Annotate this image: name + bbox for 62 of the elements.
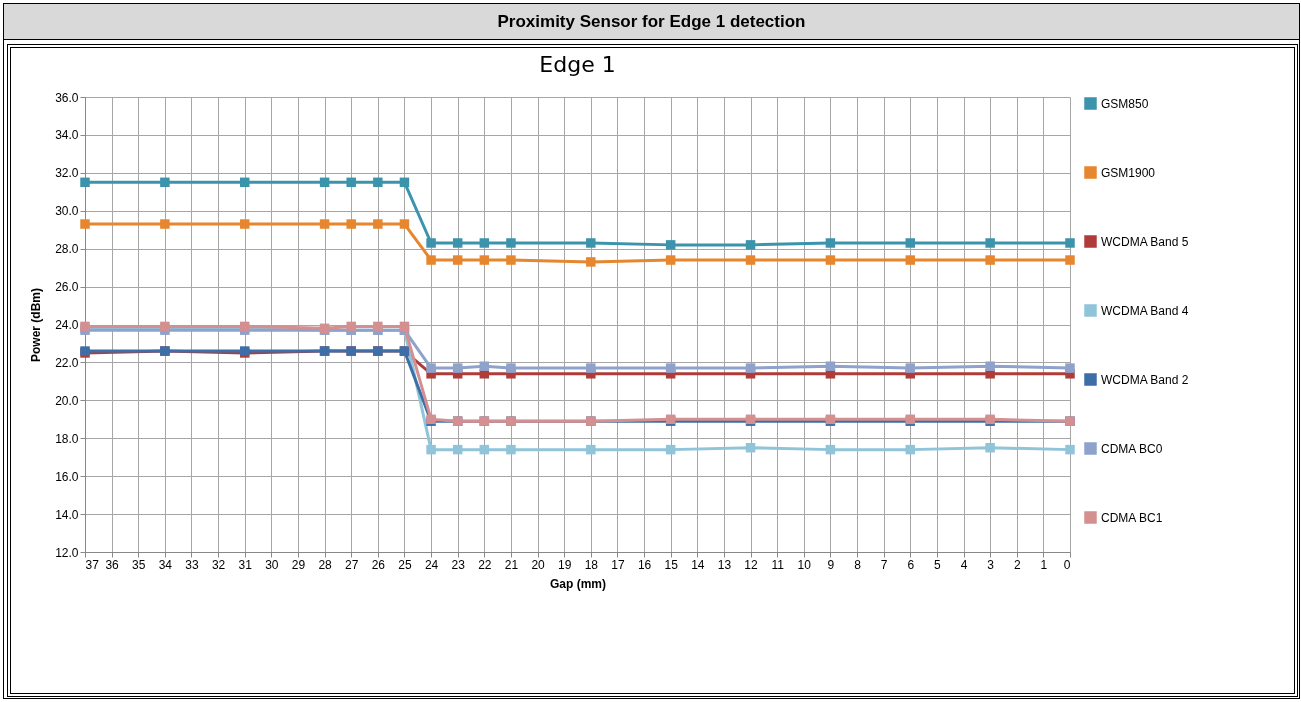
x-tick-label: 33 [185, 557, 199, 572]
legend-label: CDMA BC1 [1101, 510, 1163, 525]
y-tick-label: 14.0 [55, 507, 79, 522]
x-tick-label: 9 [827, 557, 835, 572]
y-tick-label: 12.0 [55, 545, 79, 560]
legend-label: CDMA BC0 [1101, 441, 1163, 456]
y-tick-label: 30.0 [55, 204, 79, 219]
y-tick-label: 28.0 [55, 242, 79, 257]
x-tick-label: 27 [345, 557, 359, 572]
y-axis-title: Power (dBm) [29, 287, 44, 363]
legend-label: WCDMA Band 2 [1101, 372, 1189, 387]
x-tick-label: 31 [238, 557, 253, 572]
y-tick-label: 18.0 [55, 431, 79, 446]
y-tick-label: 36.0 [55, 90, 79, 105]
x-tick-label: 8 [854, 557, 862, 572]
x-tick-label: 26 [371, 557, 386, 572]
x-tick-label: 28 [318, 557, 333, 572]
x-tick-label: 20 [531, 557, 546, 572]
y-tick-label: 34.0 [55, 128, 79, 143]
x-tick-label: 36 [105, 557, 120, 572]
x-tick-label: 21 [504, 557, 519, 572]
legend-label: WCDMA Band 5 [1101, 234, 1189, 249]
y-tick-label: 20.0 [55, 393, 79, 408]
y-tick-label: 16.0 [55, 469, 79, 484]
x-tick-label: 14 [691, 557, 705, 572]
x-tick-label: 19 [558, 557, 572, 572]
x-tick-label: 1 [1040, 557, 1048, 572]
legend-label: WCDMA Band 4 [1101, 303, 1189, 318]
x-tick-label: 3 [987, 557, 995, 572]
x-tick-label: 7 [880, 557, 888, 572]
x-tick-label: 29 [291, 557, 306, 572]
y-tick-label: 24.0 [55, 318, 79, 332]
x-tick-label: 2 [1013, 557, 1021, 572]
x-tick-label: 18 [584, 557, 599, 572]
x-tick-label: 10 [797, 557, 812, 572]
x-tick-label: 34 [158, 557, 173, 572]
chart-title: Proximity Sensor for Edge 1 detection [4, 4, 1299, 40]
x-tick-label: 0 [1063, 557, 1071, 572]
x-tick-label: 5 [934, 557, 942, 572]
x-tick-label: 11 [771, 557, 785, 572]
x-tick-label: 25 [398, 557, 412, 572]
x-tick-label: 35 [132, 557, 146, 572]
x-tick-label: 13 [717, 557, 732, 572]
x-tick-label: 16 [637, 557, 652, 572]
x-tick-label: 17 [611, 557, 625, 572]
x-axis-title: Gap (mm) [549, 576, 607, 591]
x-tick-label: 24 [424, 557, 439, 572]
x-tick-label: 22 [478, 557, 492, 572]
y-tick-label: 22.0 [55, 355, 79, 370]
y-tick-label: 32.0 [55, 166, 79, 181]
x-tick-label: 12 [744, 557, 759, 572]
x-tick-label: 4 [960, 557, 968, 572]
x-tick-label: 32 [211, 557, 226, 572]
x-tick-label: 6 [907, 557, 915, 572]
x-tick-label: 37 [85, 557, 100, 572]
chart-subtitle: Edge 1 [539, 52, 616, 77]
y-tick-label: 26.0 [55, 280, 79, 295]
x-tick-label: 23 [451, 557, 466, 572]
legend-label: GSM850 [1101, 96, 1149, 111]
x-tick-label: 15 [664, 557, 679, 572]
legend-label: GSM1900 [1101, 165, 1156, 180]
x-tick-label: 30 [265, 557, 279, 572]
